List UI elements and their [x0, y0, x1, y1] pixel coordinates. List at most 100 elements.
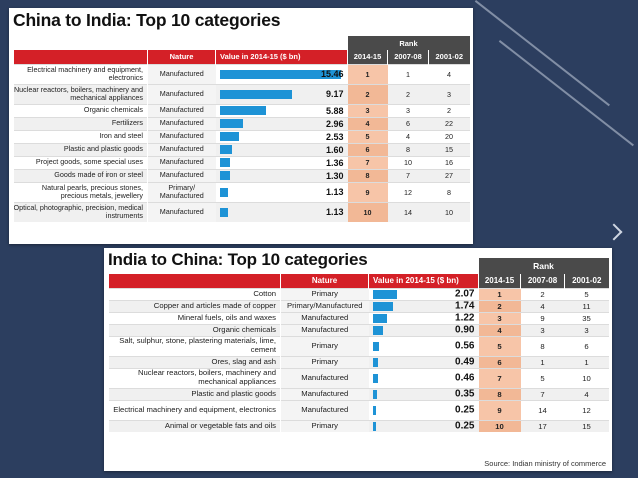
rank-2014-cell: 8 [478, 387, 521, 400]
value-header: Value in 2014-15 ($ bn) [368, 274, 479, 288]
rank-2014-cell: 8 [347, 168, 388, 182]
rank-2007-cell: 3 [520, 323, 565, 336]
value-label: 1.13 [325, 187, 344, 197]
category-cell: Iron and steel [13, 129, 148, 143]
table-title: China to India: Top 10 categories [13, 10, 281, 30]
value-cell: 2.53 [215, 129, 348, 143]
value-cell: 1.13 [215, 201, 348, 222]
value-label: 2.53 [325, 131, 344, 142]
rank-2001-cell: 10 [564, 367, 609, 388]
rank-2014-cell: 10 [347, 201, 388, 222]
rank-group-header: Rank [478, 258, 609, 274]
table-row: Nuclear reactors, boilers, machinery and… [13, 83, 470, 104]
value-bar [219, 119, 243, 128]
rank-2014-cell: 5 [478, 335, 521, 356]
rank-2001-cell: 1 [564, 355, 609, 368]
value-cell: 1.13 [215, 181, 348, 202]
value-cell: 2.96 [215, 116, 348, 130]
rank-2014-cell: 4 [347, 116, 388, 130]
next-slide-arrow-icon[interactable] [605, 223, 623, 241]
nature-cell: Manufactured [147, 83, 216, 104]
value-bar [372, 389, 377, 399]
india-to-china-table-panel: India to China: Top 10 categories Rank N… [104, 248, 612, 471]
category-cell: Project goods, some special uses [13, 155, 148, 169]
category-cell: Electrical machinery and equipment, elec… [108, 399, 281, 420]
rank-2007-cell: 7 [520, 387, 565, 400]
table-row: Plastic and plastic goods Manufactured 1.6… [13, 142, 470, 156]
value-cell: 1.36 [215, 155, 348, 169]
rank-2007-cell: 17 [520, 419, 565, 432]
rank-2001-cell: 35 [564, 311, 609, 324]
table-row: Cotton Primary 2.07 1 2 5 [108, 287, 609, 300]
table-body: Cotton Primary 2.07 1 2 5 Copper and articles … [108, 287, 609, 432]
rank-2001-cell: 2 [428, 103, 470, 117]
rank-2001-cell: 15 [428, 142, 470, 156]
table-row: Iron and steel Manufactured 2.53 5 4 20 [13, 129, 470, 143]
table-row: Organic chemicals Manufactured 5.88 3 3 2 [13, 103, 470, 117]
value-cell: 1.30 [215, 168, 348, 182]
category-cell: Optical, photographic, precision, medica… [13, 201, 148, 222]
category-cell: Copper and articles made of copper [108, 299, 281, 312]
value-bar [372, 301, 393, 311]
rank-2001-cell: 4 [564, 387, 609, 400]
value-header: Value in 2014-15 ($ bn) [215, 50, 348, 64]
rank-2001-cell: 22 [428, 116, 470, 130]
table-row: Nuclear reactors, boilers, machinery and… [108, 367, 609, 388]
nature-cell: Primary [280, 419, 369, 432]
value-bar [372, 313, 387, 323]
value-cell: 0.90 [368, 323, 479, 336]
china-to-india-table-panel: China to India: Top 10 categories Rank N… [9, 8, 473, 244]
rank-2007-cell: 1 [520, 355, 565, 368]
china-to-india-table: Rank Nature Value in 2014-15 ($ bn) 2014… [13, 36, 470, 222]
nature-cell: Manufactured [147, 103, 216, 117]
rank-2001-cell: 12 [564, 399, 609, 420]
nature-cell: Manufactured [147, 63, 216, 84]
table-body: Electrical machinery and equipment, elec… [13, 63, 470, 222]
nature-cell: Manufactured [147, 116, 216, 130]
rank-2007-cell: 4 [387, 129, 429, 143]
rank-2007-cell: 1 [387, 63, 429, 84]
value-label: 1.13 [325, 207, 344, 218]
value-bar [372, 341, 380, 351]
rank-2007-cell: 2 [520, 287, 565, 300]
table-row: Mineral fuels, oils and waxes Manufacture… [108, 311, 609, 324]
table-row: Electrical machinery and equipment, elec… [108, 399, 609, 420]
value-bar [219, 89, 292, 99]
table-row: Organic chemicals Manufactured 0.90 4 3 3 [108, 323, 609, 336]
category-cell: Plastic and plastic goods [108, 387, 281, 400]
nature-cell: Manufactured [147, 129, 216, 143]
rank-2001-cell: 5 [564, 287, 609, 300]
value-bar [372, 421, 376, 431]
value-cell: 15.46 [215, 63, 348, 84]
nature-cell: Manufactured [147, 142, 216, 156]
rank-2007-cell: 4 [520, 299, 565, 312]
nature-cell: Primary [280, 335, 369, 356]
rank-2001-cell: 3 [428, 83, 470, 104]
category-cell: Natural pearls, precious stones, preciou… [13, 181, 148, 202]
rank-2001-header: 2001-02 [563, 274, 609, 288]
rank-2014-cell: 9 [347, 181, 388, 202]
rank-2007-cell: 8 [520, 335, 565, 356]
category-cell: Electrical machinery and equipment, elec… [13, 63, 148, 84]
value-cell: 0.56 [368, 335, 479, 356]
value-bar [219, 207, 229, 217]
rank-2001-cell: 8 [428, 181, 470, 202]
nature-cell: Manufactured [280, 367, 369, 388]
nature-cell: Manufactured [147, 155, 216, 169]
rank-2001-cell: 20 [428, 129, 470, 143]
nature-cell: Manufactured [147, 168, 216, 182]
table-title: India to China: Top 10 categories [108, 250, 368, 269]
rank-2007-cell: 8 [387, 142, 429, 156]
value-cell: 1.22 [368, 311, 479, 324]
value-label: 0.46 [455, 372, 475, 384]
rank-2001-cell: 3 [564, 323, 609, 336]
nature-cell: Manufactured [280, 399, 369, 420]
value-cell: 2.07 [368, 287, 479, 300]
value-bar [219, 158, 231, 167]
value-label: 2.07 [455, 288, 475, 300]
decorative-line [498, 40, 634, 147]
category-cell: Fertilizers [13, 116, 148, 130]
rank-2007-cell: 14 [387, 201, 429, 222]
value-cell: 0.35 [368, 387, 479, 400]
rank-2001-header: 2001-02 [427, 50, 470, 64]
